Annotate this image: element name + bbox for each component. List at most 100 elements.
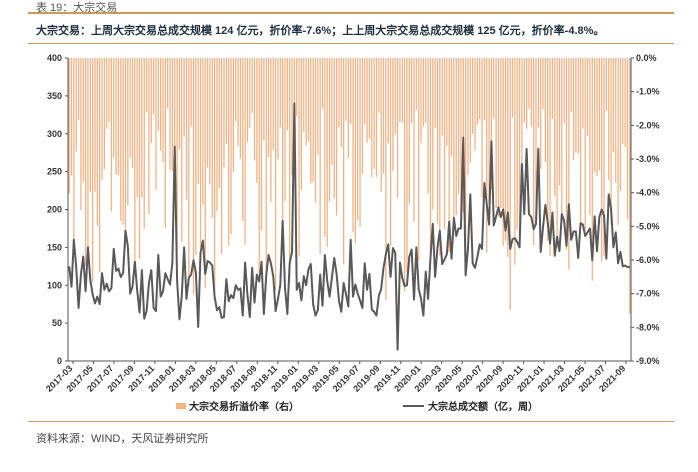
bar — [279, 58, 281, 128]
bar — [160, 58, 162, 151]
bar — [192, 58, 195, 295]
bar — [113, 58, 115, 158]
bar — [129, 58, 131, 158]
bar — [110, 58, 113, 212]
bar — [460, 58, 462, 223]
bar — [73, 58, 75, 242]
bar — [507, 58, 509, 257]
left-tick-label: 200 — [47, 205, 62, 215]
bar — [443, 58, 446, 230]
bar — [117, 58, 120, 176]
left-tick-label: 300 — [47, 129, 62, 139]
bar — [352, 58, 354, 233]
bar — [195, 58, 197, 255]
bar — [500, 58, 502, 209]
bar — [605, 58, 608, 111]
bar — [232, 58, 235, 172]
bar — [162, 58, 164, 163]
bar — [122, 58, 124, 225]
bar — [441, 58, 443, 136]
bar — [575, 58, 577, 153]
bar — [145, 58, 148, 113]
bar — [540, 58, 542, 169]
legend-label-bar: 大宗交易折溢价率（右） — [189, 400, 299, 413]
bar — [584, 58, 586, 230]
bar — [453, 58, 455, 224]
bar — [256, 58, 258, 183]
bar — [448, 58, 450, 253]
bar — [331, 58, 333, 165]
left-tick-label: 100 — [47, 280, 62, 290]
right-tick-label: -1.0% — [636, 87, 660, 97]
bar — [265, 58, 267, 274]
right-tick-label: -3.0% — [636, 154, 660, 164]
bar — [467, 58, 469, 176]
left-tick-label: 50 — [52, 318, 62, 328]
bar — [230, 58, 232, 235]
bar — [263, 58, 265, 141]
bar — [368, 58, 371, 140]
source-rule — [28, 421, 674, 422]
bar — [593, 58, 596, 173]
bar — [504, 58, 507, 241]
bar — [127, 58, 129, 206]
bar — [568, 58, 570, 270]
bar — [171, 58, 174, 172]
bar — [617, 58, 619, 225]
right-y-axis: 0.0% -1.0% -2.0% -3.0% -4.0% -5.0% -6.0% -7.0% -… — [631, 53, 660, 366]
line-series — [68, 102, 630, 351]
bar — [148, 58, 150, 215]
bar — [514, 58, 516, 265]
bar — [136, 58, 138, 198]
bar — [481, 58, 483, 198]
bar — [185, 58, 188, 200]
bar — [324, 58, 326, 238]
bar — [586, 58, 589, 137]
left-tick-label: 0 — [57, 356, 62, 366]
bar — [152, 58, 155, 115]
bar — [167, 58, 169, 109]
bar — [206, 58, 209, 168]
bar — [629, 58, 631, 314]
bar — [544, 58, 547, 163]
bar — [157, 58, 159, 131]
bar — [422, 58, 425, 127]
bar — [615, 58, 617, 183]
bar — [392, 58, 394, 172]
bar — [164, 58, 166, 229]
bar — [87, 58, 89, 254]
bar — [608, 58, 610, 180]
bar — [150, 58, 152, 144]
bar — [350, 58, 352, 124]
bar — [314, 58, 317, 203]
legend-label-line: 大宗总成交额（亿，周） — [428, 400, 538, 413]
bar — [82, 58, 84, 183]
bar — [399, 58, 401, 123]
bar — [246, 58, 249, 143]
bar — [274, 58, 277, 291]
bar — [589, 58, 591, 216]
bar — [446, 58, 448, 147]
legend: 大宗交易折溢价率（右） 大宗总成交额（亿，周） — [176, 400, 538, 413]
bar — [403, 58, 406, 292]
bar — [516, 58, 518, 230]
bar — [577, 58, 579, 154]
bar — [300, 58, 303, 191]
bar — [411, 58, 413, 123]
bar — [603, 58, 605, 257]
bar — [70, 58, 73, 176]
bar — [131, 58, 134, 169]
bar — [103, 58, 106, 170]
bar — [143, 58, 145, 229]
bar — [420, 58, 422, 143]
bar-series — [68, 58, 631, 314]
bar — [476, 58, 478, 125]
bar — [307, 58, 310, 142]
bar — [141, 58, 143, 198]
bar — [312, 58, 314, 183]
bar — [497, 58, 500, 217]
bar — [225, 58, 227, 144]
bar — [101, 58, 103, 180]
x-axis-labels: 2017-032017-052017-072017-092017-112018-… — [44, 361, 627, 394]
bar — [425, 58, 427, 123]
